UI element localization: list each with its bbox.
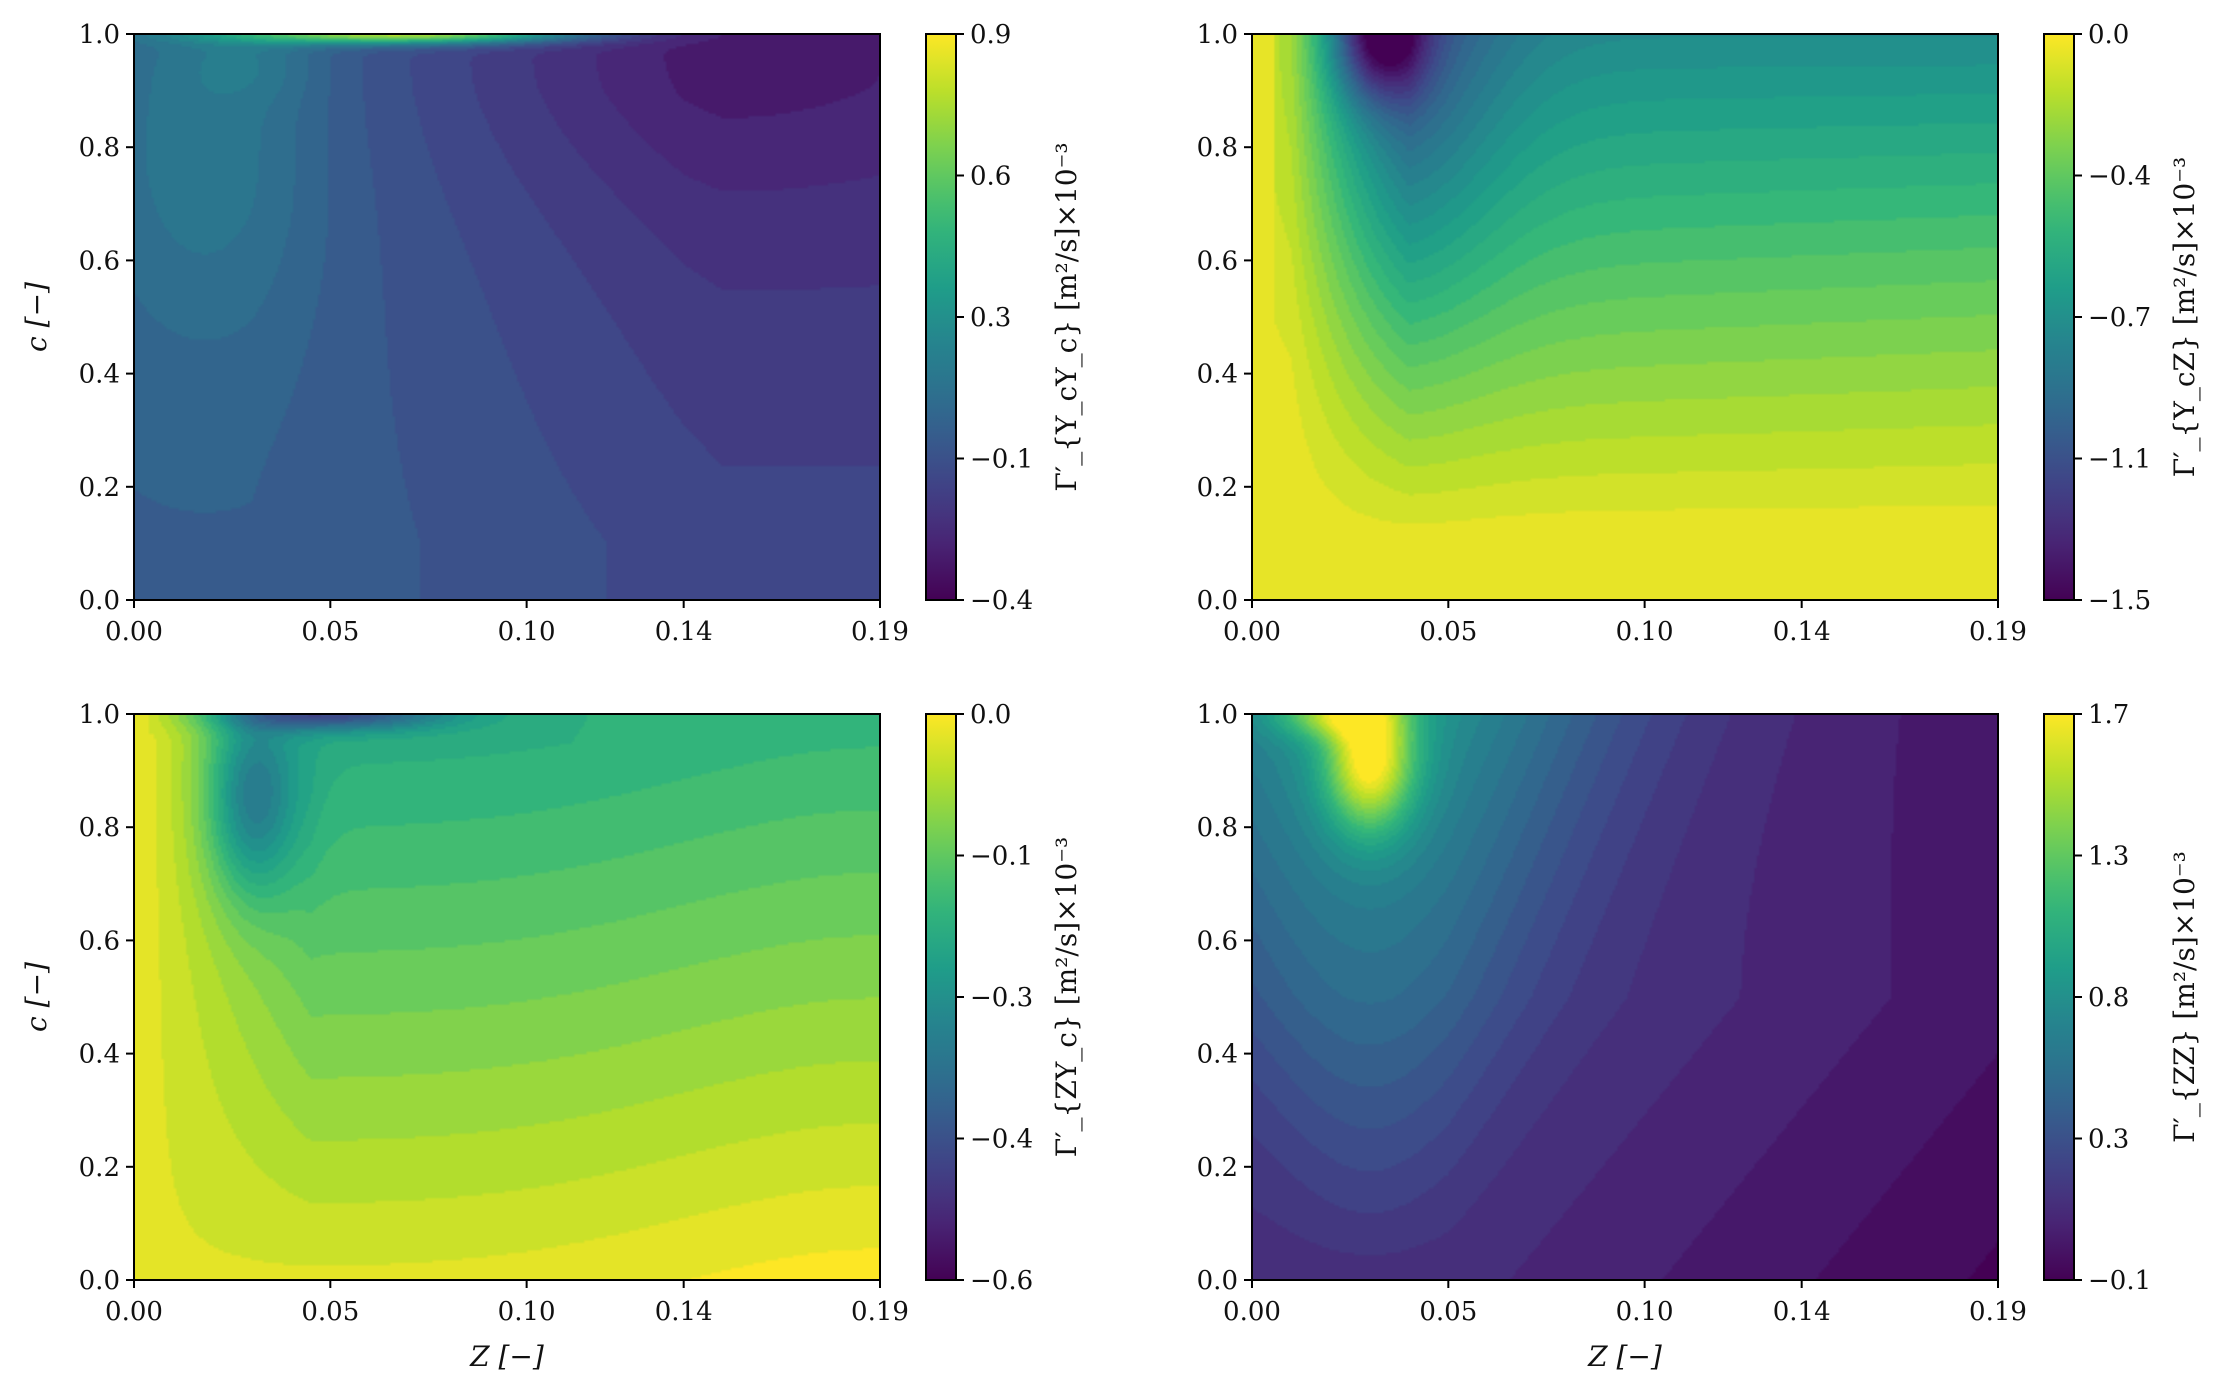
colorbar-tick-label: 0.3	[2088, 1125, 2129, 1155]
y-tick-label: 1.0	[1197, 20, 1238, 50]
colorbar-tick-label: 1.7	[2088, 700, 2129, 730]
plot-frame	[133, 33, 881, 601]
y-tick-label: 0.6	[1197, 246, 1238, 276]
colorbar-tick-label: −1.5	[2088, 586, 2151, 616]
y-tick-label: 0.2	[79, 473, 120, 503]
y-tick-label: 0.6	[1197, 926, 1238, 956]
heatmap-panel-2: 0.00 0.05 0.10 0.14 0.19 0.0 0.2 0.4 0.6 0.8 1.0 0.…	[1197, 20, 2201, 647]
y-tick-label: 0.8	[1197, 813, 1238, 843]
colorbar	[2043, 713, 2075, 1281]
x-tick-label: 0.19	[1969, 617, 2027, 647]
colorbar-tick-label: 1.3	[2088, 842, 2129, 872]
plot-frame	[1251, 33, 1999, 601]
plot-frame	[1251, 713, 1999, 1281]
x-tick-label: 0.05	[301, 617, 359, 647]
colorbar-tick-label: 0.0	[970, 700, 1011, 730]
x-tick-label: 0.14	[1773, 617, 1831, 647]
y-tick-label: 0.0	[79, 586, 120, 616]
x-tick-label: 0.00	[1223, 617, 1281, 647]
x-tick-label: 0.10	[1616, 617, 1674, 647]
colorbar-tick-label: −0.1	[2088, 1266, 2151, 1296]
x-tick-label: 0.19	[1969, 1297, 2027, 1327]
heatmap-panel-1: 0.00 0.05 0.10 0.14 0.19 0.0 0.2 0.4 0.6 0.8 1.0 c …	[20, 20, 1083, 647]
y-tick-label: 0.4	[79, 1040, 120, 1070]
x-tick-label: 0.05	[1419, 617, 1477, 647]
y-tick-label: 0.2	[1197, 1153, 1238, 1183]
colorbar-tick-label: 0.9	[970, 20, 1011, 50]
x-tick-label: 0.00	[105, 1297, 163, 1327]
x-tick-label: 0.10	[498, 1297, 556, 1327]
colorbar-tick-label: 0.6	[970, 162, 1011, 192]
x-tick-label: 0.00	[1223, 1297, 1281, 1327]
heatmap-panel-3: 0.00 0.05 0.10 0.14 0.19 0.0 0.2 0.4 0.6 0.8 1.0 c …	[20, 700, 1083, 1373]
y-tick-label: 0.0	[79, 1266, 120, 1296]
y-tick-label: 0.6	[79, 246, 120, 276]
y-tick-label: 0.4	[1197, 360, 1238, 390]
x-tick-label: 0.10	[498, 617, 556, 647]
colorbar-tick-label: −0.4	[970, 1125, 1033, 1155]
x-tick-label: 0.00	[105, 617, 163, 647]
colorbar	[925, 33, 957, 601]
colorbar-tick-label: 0.3	[970, 303, 1011, 333]
x-tick-label: 0.14	[1773, 1297, 1831, 1327]
x-axis-label: Z [−]	[1587, 1340, 1662, 1373]
y-axis-label: c [−]	[20, 962, 53, 1032]
x-tick-label: 0.10	[1616, 1297, 1674, 1327]
y-tick-label: 0.4	[1197, 1040, 1238, 1070]
x-tick-label: 0.05	[1419, 1297, 1477, 1327]
y-tick-label: 0.0	[1197, 1266, 1238, 1296]
colorbar-label: Γ′_{ZY_c} [m²/s]×10⁻³	[1050, 837, 1083, 1157]
colorbar	[925, 713, 957, 1281]
heatmap-panel-4: 0.00 0.05 0.10 0.14 0.19 0.0 0.2 0.4 0.6 0.8 1.0 Z …	[1197, 700, 2201, 1373]
x-tick-label: 0.14	[655, 617, 713, 647]
colorbar-tick-label: −0.7	[2088, 303, 2151, 333]
heatmap-field	[134, 34, 880, 600]
colorbar-tick-label: −0.1	[970, 445, 1033, 475]
y-tick-label: 0.0	[1197, 586, 1238, 616]
y-tick-label: 0.2	[79, 1153, 120, 1183]
colorbar-label: Γ′_{Y_cZ} [m²/s]×10⁻³	[2168, 157, 2201, 477]
y-tick-label: 0.8	[1197, 133, 1238, 163]
y-axis-label: c [−]	[20, 282, 53, 352]
x-tick-label: 0.05	[301, 1297, 359, 1327]
colorbar-tick-label: 0.0	[2088, 20, 2129, 50]
colorbar-label: Γ′_{ZZ} [m²/s]×10⁻³	[2168, 851, 2201, 1143]
x-tick-label: 0.14	[655, 1297, 713, 1327]
y-tick-label: 0.8	[79, 133, 120, 163]
y-tick-label: 1.0	[79, 700, 120, 730]
x-tick-label: 0.19	[851, 617, 909, 647]
y-tick-label: 0.6	[79, 926, 120, 956]
x-tick-label: 0.19	[851, 1297, 909, 1327]
heatmap-field	[1252, 714, 1998, 1280]
colorbar-tick-label: −0.4	[2088, 162, 2151, 192]
colorbar-tick-label: −1.1	[2088, 445, 2151, 475]
colorbar	[2043, 33, 2075, 601]
plot-frame	[133, 713, 881, 1281]
colorbar-tick-label: 0.8	[2088, 983, 2129, 1013]
y-tick-label: 0.2	[1197, 473, 1238, 503]
colorbar-tick-label: −0.6	[970, 1266, 1033, 1296]
x-axis-label: Z [−]	[469, 1340, 544, 1373]
colorbar-tick-label: −0.4	[970, 586, 1033, 616]
y-tick-label: 1.0	[1197, 700, 1238, 730]
y-tick-label: 0.4	[79, 360, 120, 390]
heatmap-field	[1252, 34, 1998, 600]
colorbar-label: Γ′_{Y_cY_c} [m²/s]×10⁻³	[1050, 142, 1083, 491]
y-tick-label: 0.8	[79, 813, 120, 843]
colorbar-tick-label: −0.1	[970, 842, 1033, 872]
heatmap-field	[134, 714, 880, 1280]
colorbar-tick-label: −0.3	[970, 983, 1033, 1013]
y-tick-label: 1.0	[79, 20, 120, 50]
